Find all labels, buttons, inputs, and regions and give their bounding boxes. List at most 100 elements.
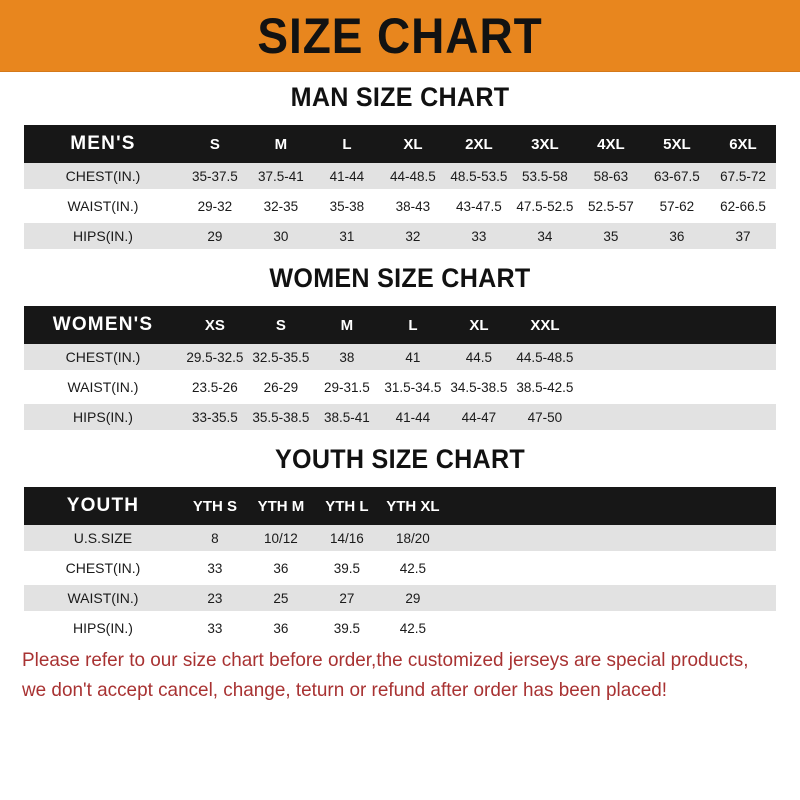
row-label-youth-0: U.S.SIZE <box>24 525 182 551</box>
row-spacer-cell <box>24 581 776 585</box>
section-title-man: MAN SIZE CHART <box>290 82 510 112</box>
cell-women-2-2: 38.5-41 <box>313 404 380 430</box>
size-header-man-0: S <box>209 135 220 153</box>
size-header-women-0: XS <box>204 316 225 334</box>
cell-youth-1-2: 39.5 <box>313 555 380 581</box>
cell-youth-3-1: 36 <box>247 615 314 641</box>
size-header-man-8: 6XL <box>729 135 757 153</box>
size-table-women: WOMEN'S XS S M L XL XXL CHEST(IN.) 29.5-32.5 32.5… <box>24 306 776 430</box>
table-row: CHEST(IN.) 35-37.5 37.5-41 41-44 44-48.5 48.5… <box>24 163 776 189</box>
cell-youth-0-1: 10/12 <box>247 525 314 551</box>
cell-man-1-1: 32-35 <box>247 193 314 219</box>
size-header-man-1: M <box>274 135 288 153</box>
cell-filler <box>577 374 776 400</box>
row-label-youth-3: HIPS(IN.) <box>24 615 182 641</box>
table-row: HIPS(IN.) 29 30 31 32 33 34 35 36 37 <box>24 223 776 249</box>
size-table-header-row: MEN'S S M L XL 2XL 3XL 4XL 5XL 6XL <box>24 125 776 163</box>
size-table-wrapper-man: MEN'S S M L XL 2XL 3XL 4XL 5XL 6XL CHEST(IN.) 35-37… <box>24 125 776 249</box>
size-header-man-6: 4XL <box>597 135 625 153</box>
cell-man-0-6: 58-63 <box>577 163 644 189</box>
cell-women-2-4: 44-47 <box>445 404 512 430</box>
cell-man-2-6: 35 <box>577 223 644 249</box>
size-header-women-4: XL <box>469 316 489 334</box>
size-header-youth-3: YTH XL <box>386 497 440 515</box>
row-label-youth-1: CHEST(IN.) <box>24 555 182 581</box>
size-header-women-2: M <box>340 316 354 334</box>
size-header-man-2: L <box>342 135 352 153</box>
size-table-youth: YOUTH YTH S YTH M YTH L YTH XL U.S.SIZE 8 10/12… <box>24 487 776 641</box>
cell-youth-2-0: 23 <box>181 585 248 611</box>
table-row: WAIST(IN.) 23.5-26 26-29 29-31.5 31.5-34.5 34… <box>24 374 776 400</box>
cell-women-1-0: 23.5-26 <box>181 374 248 400</box>
disclaimer-note: Please refer to our size chart before or… <box>22 641 755 705</box>
cell-youth-2-3: 29 <box>379 585 446 611</box>
cell-women-1-1: 26-29 <box>247 374 314 400</box>
row-spacer <box>24 551 776 555</box>
size-section-man: MAN SIZE CHART MEN'S S M L XL 2XL 3XL 4XL 5XL 6XL C… <box>0 84 800 249</box>
cell-youth-1-0: 33 <box>181 555 248 581</box>
cell-man-0-2: 41-44 <box>313 163 380 189</box>
cell-youth-0-3: 18/20 <box>379 525 446 551</box>
cell-women-0-5: 44.5-48.5 <box>511 344 578 370</box>
cell-women-2-0: 33-35.5 <box>181 404 248 430</box>
table-row: HIPS(IN.) 33-35.5 35.5-38.5 38.5-41 41-44 44-… <box>24 404 776 430</box>
row-label-man-1: WAIST(IN.) <box>24 193 182 219</box>
size-header-filler <box>578 306 776 344</box>
size-table-wrapper-youth: YOUTH YTH S YTH M YTH L YTH XL U.S.SIZE 8 10/12… <box>24 487 776 641</box>
cell-filler <box>445 615 776 641</box>
row-label-man-2: HIPS(IN.) <box>24 223 182 249</box>
size-table-header-row: YOUTH YTH S YTH M YTH L YTH XL <box>24 487 776 525</box>
table-row: CHEST(IN.) 29.5-32.5 32.5-35.5 38 41 44.5 44.5… <box>24 344 776 370</box>
size-header-man-5: 3XL <box>531 135 559 153</box>
cell-man-2-0: 29 <box>181 223 248 249</box>
row-spacer-cell <box>24 611 776 615</box>
size-header-man-3: XL <box>403 135 423 153</box>
row-label-header-youth: YOUTH <box>66 495 140 516</box>
cell-man-0-7: 63-67.5 <box>643 163 710 189</box>
cell-youth-3-0: 33 <box>181 615 248 641</box>
cell-women-0-0: 29.5-32.5 <box>181 344 248 370</box>
sections-container: MAN SIZE CHART MEN'S S M L XL 2XL 3XL 4XL 5XL 6XL C… <box>0 72 800 641</box>
row-label-women-1: WAIST(IN.) <box>24 374 182 400</box>
cell-man-1-4: 43-47.5 <box>445 193 512 219</box>
row-spacer <box>24 219 776 223</box>
cell-man-0-5: 53.5-58 <box>511 163 578 189</box>
cell-man-1-0: 29-32 <box>181 193 248 219</box>
cell-women-0-2: 38 <box>313 344 380 370</box>
cell-youth-1-3: 42.5 <box>379 555 446 581</box>
cell-women-2-3: 41-44 <box>379 404 446 430</box>
table-row: CHEST(IN.) 33 36 39.5 42.5 <box>24 555 776 581</box>
cell-man-0-8: 67.5-72 <box>709 163 776 189</box>
disclaimer-line-2: we don't accept cancel, change, teturn o… <box>22 679 668 701</box>
size-header-youth-0: YTH S <box>192 497 237 515</box>
size-header-women-5: XXL <box>530 316 560 334</box>
row-label-women-2: HIPS(IN.) <box>24 404 182 430</box>
cell-filler <box>445 585 776 611</box>
cell-man-1-2: 35-38 <box>313 193 380 219</box>
cell-man-1-5: 47.5-52.5 <box>511 193 578 219</box>
cell-man-2-1: 30 <box>247 223 314 249</box>
table-row: WAIST(IN.) 29-32 32-35 35-38 38-43 43-47.5 47.… <box>24 193 776 219</box>
cell-youth-2-1: 25 <box>247 585 314 611</box>
cell-man-1-7: 57-62 <box>643 193 710 219</box>
cell-man-2-3: 32 <box>379 223 446 249</box>
cell-women-1-2: 29-31.5 <box>313 374 380 400</box>
cell-man-0-3: 44-48.5 <box>379 163 446 189</box>
cell-man-0-1: 37.5-41 <box>247 163 314 189</box>
cell-women-2-5: 47-50 <box>511 404 578 430</box>
size-header-youth-2: YTH L <box>325 497 369 515</box>
cell-youth-0-0: 8 <box>181 525 248 551</box>
row-label-header-man: MEN'S <box>70 133 136 154</box>
table-row: U.S.SIZE 8 10/12 14/16 18/20 <box>24 525 776 551</box>
cell-youth-2-2: 27 <box>313 585 380 611</box>
cell-man-1-8: 62-66.5 <box>709 193 776 219</box>
row-spacer <box>24 370 776 374</box>
cell-man-2-8: 37 <box>709 223 776 249</box>
row-spacer <box>24 581 776 585</box>
cell-filler <box>445 555 776 581</box>
size-header-women-1: S <box>275 316 286 334</box>
row-label-header-women: WOMEN'S <box>52 314 154 335</box>
cell-women-2-1: 35.5-38.5 <box>247 404 314 430</box>
row-spacer-cell <box>24 400 776 404</box>
cell-man-2-2: 31 <box>313 223 380 249</box>
